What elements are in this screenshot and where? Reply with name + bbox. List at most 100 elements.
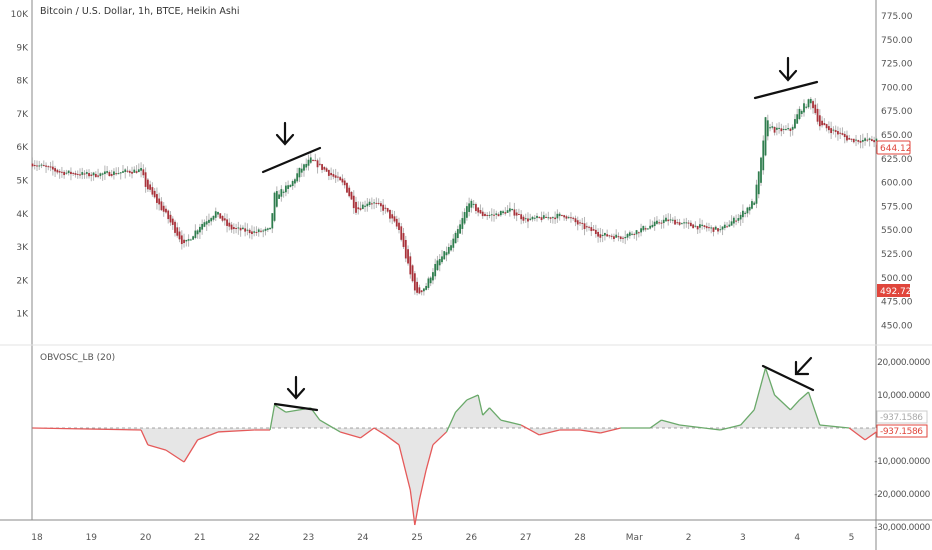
- arrow-down-icon[interactable]: [275, 121, 295, 146]
- candle: [294, 177, 296, 188]
- oscillator-segment: [197, 431, 219, 441]
- candle: [597, 228, 599, 243]
- candle-body: [753, 202, 756, 205]
- oscillator-axis[interactable]: 20,000.0000 10,000.0000 -10,000.0000 -20,00…: [874, 358, 931, 533]
- candle: [515, 209, 518, 222]
- candle-body: [113, 171, 115, 175]
- candle: [576, 216, 579, 231]
- candle-body: [244, 228, 247, 232]
- trendline-drawing[interactable]: [261, 146, 322, 174]
- candle: [766, 114, 769, 141]
- svg-text:-937.1586: -937.1586: [880, 413, 923, 423]
- candle-body: [527, 218, 529, 222]
- candle-body: [683, 222, 685, 224]
- arrow-down-icon[interactable]: [778, 56, 798, 82]
- trendline-drawing[interactable]: [273, 402, 319, 412]
- candle-body: [318, 163, 321, 165]
- candle: [45, 162, 47, 173]
- candle-body: [296, 173, 299, 182]
- arrow-down-icon[interactable]: [286, 375, 306, 400]
- candle: [153, 188, 156, 199]
- candle-body: [859, 140, 862, 143]
- candle: [264, 226, 267, 236]
- candle: [248, 228, 251, 239]
- left-axis-tick: 7K: [16, 110, 29, 120]
- candle-body: [375, 202, 378, 204]
- left-axis-tick: 3K: [16, 243, 29, 253]
- candle-body: [660, 222, 663, 224]
- candle: [708, 222, 710, 232]
- candle: [194, 224, 197, 240]
- candle-body: [798, 108, 801, 119]
- candle: [486, 212, 489, 220]
- candle: [407, 245, 409, 266]
- candle-body: [85, 172, 88, 174]
- candle-body: [126, 170, 129, 172]
- candle: [837, 126, 839, 141]
- candle-body: [757, 171, 760, 195]
- candle-body: [352, 195, 355, 209]
- candle-body: [490, 214, 493, 216]
- svg-text:-937.1586: -937.1586: [880, 427, 923, 437]
- candle: [101, 172, 104, 181]
- oscillator-plot: [32, 367, 877, 526]
- candle: [660, 219, 663, 229]
- candle-body: [554, 217, 557, 220]
- candle-body: [805, 106, 808, 108]
- candle-body: [809, 98, 812, 104]
- candle: [187, 234, 190, 247]
- candle: [703, 224, 706, 230]
- candle: [608, 234, 611, 239]
- candle-body: [142, 169, 145, 176]
- candle-body: [239, 227, 242, 231]
- candle-body: [812, 101, 814, 109]
- arrow-down-left-icon[interactable]: [794, 356, 813, 376]
- candle: [269, 227, 271, 230]
- candle: [151, 182, 154, 197]
- candle: [633, 232, 636, 239]
- candle-body: [36, 165, 38, 167]
- candle-body: [393, 216, 396, 222]
- price-axis[interactable]: 775.00 750.00 725.00 700.00 675.00 650.00 625.…: [881, 12, 913, 331]
- candle: [873, 136, 876, 148]
- candle: [327, 169, 330, 181]
- candle-body: [764, 117, 767, 156]
- candle-body: [278, 194, 280, 199]
- candle-body: [298, 167, 301, 178]
- candle-body: [162, 205, 165, 212]
- candle: [158, 192, 161, 211]
- candle: [450, 240, 452, 252]
- candle: [160, 197, 163, 212]
- candle-body: [275, 191, 278, 207]
- candle: [619, 235, 622, 242]
- candle: [674, 216, 676, 225]
- candle-body: [839, 132, 842, 134]
- candle-body: [174, 221, 176, 233]
- candle-body: [832, 129, 835, 131]
- candle: [289, 184, 292, 188]
- trendline-drawing[interactable]: [761, 364, 815, 392]
- candle: [228, 218, 231, 231]
- candle-body: [40, 164, 43, 166]
- candle-body: [671, 219, 674, 221]
- candle-body: [58, 171, 61, 173]
- candle: [818, 109, 821, 131]
- time-axis[interactable]: 18 19 20 21 22 23 24 25 26 27 28 Mar 2 3 4 5: [31, 533, 854, 543]
- candle: [180, 230, 183, 250]
- candle: [38, 160, 41, 170]
- candle: [658, 219, 661, 225]
- oscillator-segment: [774, 394, 791, 411]
- candle: [58, 169, 61, 179]
- trendline-drawing[interactable]: [753, 80, 819, 100]
- candle-body: [699, 224, 701, 228]
- candle: [859, 134, 862, 149]
- candle: [610, 233, 613, 240]
- candle: [178, 227, 181, 243]
- candle-body: [257, 229, 260, 233]
- oscillator-segment: [539, 429, 560, 436]
- candle: [108, 170, 111, 177]
- candle: [79, 168, 81, 179]
- time-axis-tick: 26: [466, 533, 478, 543]
- candle-body: [581, 222, 584, 224]
